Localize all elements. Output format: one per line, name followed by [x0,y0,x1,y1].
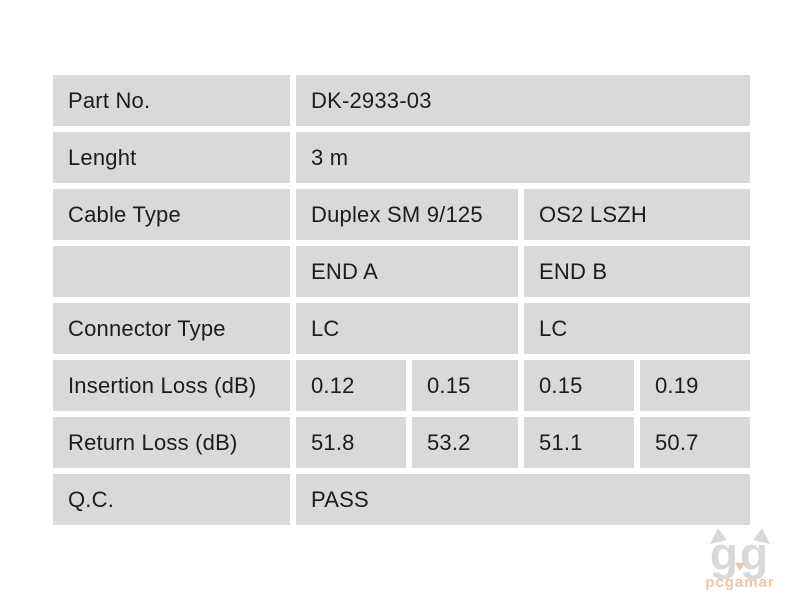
table-row-connector-type: Connector Type LC LC [53,303,750,354]
insertion-loss-a2: 0.15 [412,360,518,411]
owl-ear-left-icon [710,528,727,544]
connector-end-b: LC [524,303,750,354]
insertion-loss-b2: 0.19 [640,360,750,411]
length-value: 3 m [296,132,750,183]
row-label: Insertion Loss (dB) [53,360,290,411]
qc-value: PASS [296,474,750,525]
end-a-header: END A [296,246,518,297]
return-loss-a2: 53.2 [412,417,518,468]
end-b-header: END B [524,246,750,297]
table-row-ends-header: END A END B [53,246,750,297]
row-label: Cable Type [53,189,290,240]
cable-type-value-1: Duplex SM 9/125 [296,189,518,240]
return-loss-a1: 51.8 [296,417,406,468]
insertion-loss-b1: 0.15 [524,360,634,411]
owl-ear-right-icon [753,528,770,544]
brand-text: pcgamar [705,574,775,591]
return-loss-b1: 51.1 [524,417,634,468]
table-row-length: Lenght 3 m [53,132,750,183]
table-row-qc: Q.C. PASS [53,474,750,525]
table-row-part-no: Part No. DK-2933-03 [53,75,750,126]
cable-spec-table: Part No. DK-2933-03 Lenght 3 m Cable Typ… [47,69,756,531]
insertion-loss-a1: 0.12 [296,360,406,411]
table-row-return-loss: Return Loss (dB) 51.8 53.2 51.1 50.7 [53,417,750,468]
owl-beak-icon [735,563,745,571]
row-label: Part No. [53,75,290,126]
row-label-empty [53,246,290,297]
row-label: Connector Type [53,303,290,354]
connector-end-a: LC [296,303,518,354]
row-label: Return Loss (dB) [53,417,290,468]
owl-monogram: gg [710,528,770,580]
cable-type-value-2: OS2 LSZH [524,189,750,240]
row-label: Lenght [53,132,290,183]
row-label: Q.C. [53,474,290,525]
table-row-insertion-loss: Insertion Loss (dB) 0.12 0.15 0.15 0.19 [53,360,750,411]
part-no-value: DK-2933-03 [296,75,750,126]
table-row-cable-type: Cable Type Duplex SM 9/125 OS2 LSZH [53,189,750,240]
pcgamar-logo: gg pcgamar [705,528,775,591]
return-loss-b2: 50.7 [640,417,750,468]
